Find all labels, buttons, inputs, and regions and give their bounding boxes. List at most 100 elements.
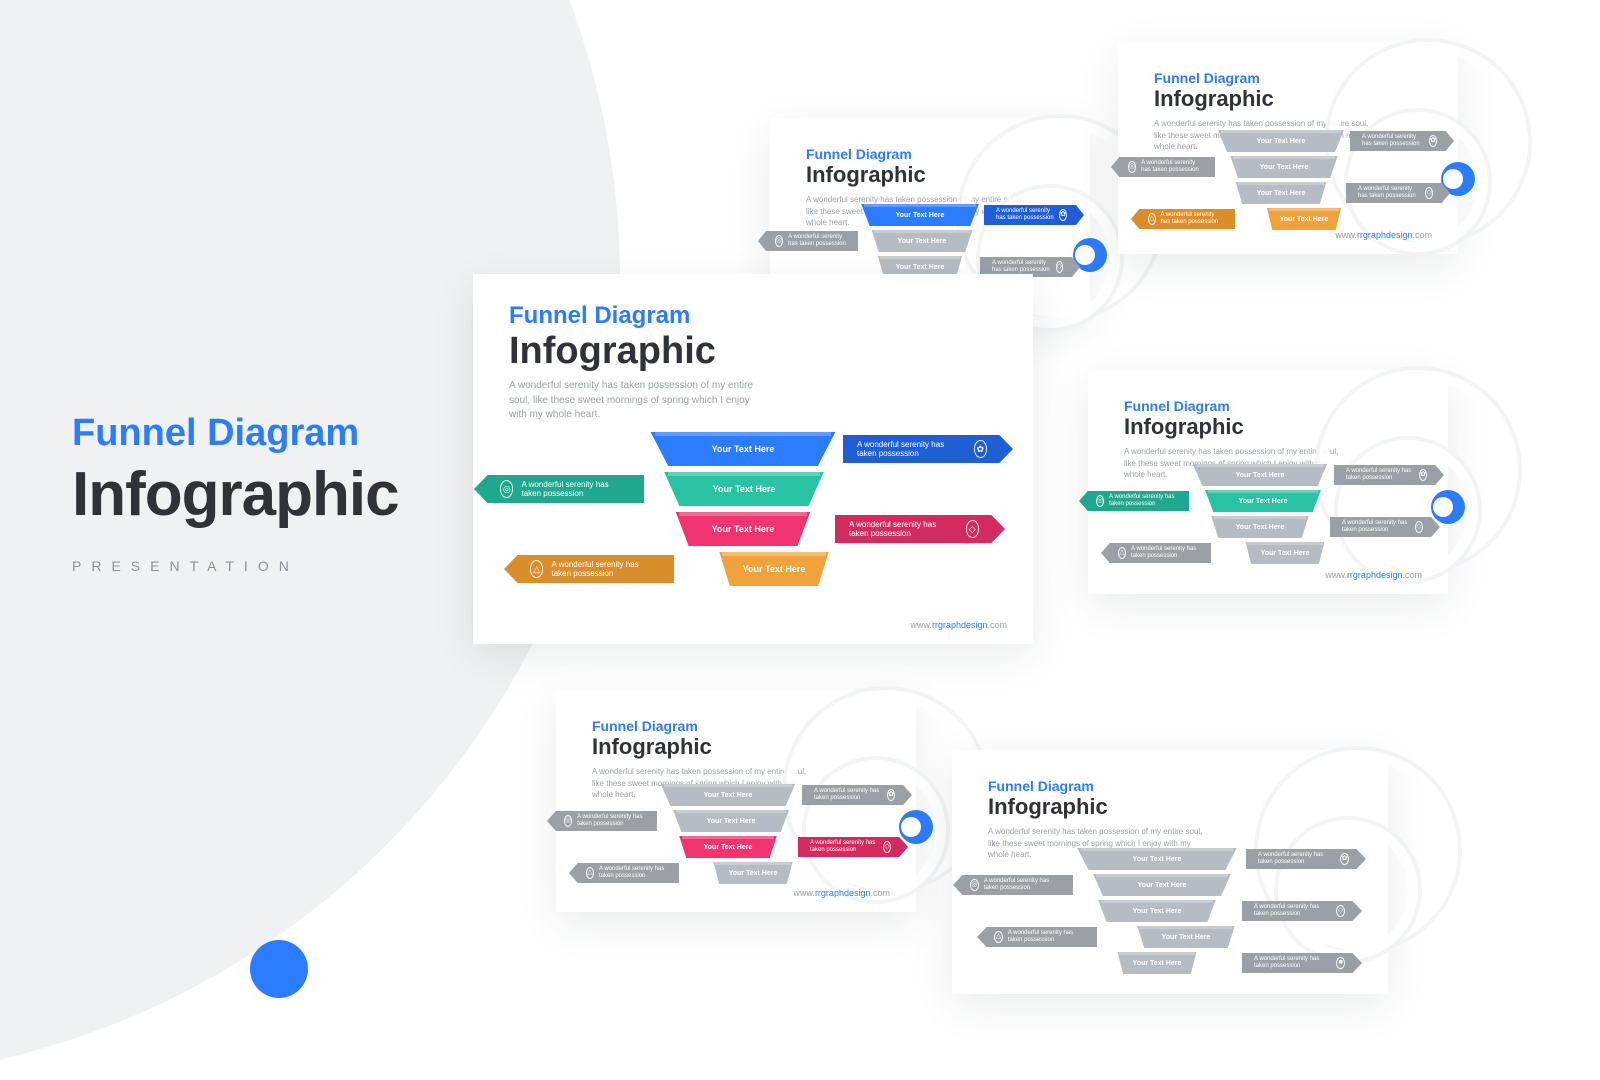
funnel-diagram: Your Text HereA wonderful serenity has t… [1206,130,1454,234]
slide-title-big: Infographic [806,162,1054,188]
callout-text: A wonderful serenity has taken possessio… [788,234,846,248]
funnel-segment: Your Text Here [862,230,982,252]
funnel-callout: A wonderful serenity has taken possessio… [984,205,1084,225]
slide-title-small: Funnel Diagram [988,778,1352,794]
flame-icon [530,560,543,578]
pin-icon [500,480,513,498]
slide-thumb-3: Funnel Diagram Infographic A wonderful s… [1088,370,1448,594]
funnel-callout: A wonderful serenity has taken possessio… [569,863,679,883]
funnel-segment: Your Text Here [633,432,853,466]
funnel-row: Your Text HereA wonderful serenity has t… [1206,130,1454,152]
slide-title-small: Funnel Diagram [1124,398,1412,414]
slide-title-big: Infographic [1154,86,1422,112]
hero-line3: PRESENTATION [72,558,399,574]
gem-icon [966,520,979,538]
callout-text: A wonderful serenity has taken possessio… [1258,852,1335,866]
slide-footer: www.rrgraphdesign.com [793,888,890,898]
funnel-segment: Your Text Here [1087,900,1227,922]
slide-title-small: Funnel Diagram [592,718,880,734]
funnel-callout: A wonderful serenity has taken possessio… [953,875,1073,895]
footer-brand: rrgraphdesign [815,888,871,898]
funnel-segment: Your Text Here [1220,156,1348,178]
footer-w2: .com [1402,570,1422,580]
funnel-callout: A wonderful serenity has taken possessio… [1242,953,1362,973]
callout-text: A wonderful serenity has taken possessio… [996,208,1054,222]
callout-text: A wonderful serenity has taken possessio… [849,520,958,538]
callout-text: A wonderful serenity has taken possessio… [810,840,878,854]
footer-w2: .com [870,888,890,898]
pin-icon [1096,495,1104,507]
leaf-icon [974,440,987,458]
funnel-callout: A wonderful serenity has taken possessio… [1350,131,1454,151]
footer-w1: www. [910,620,932,630]
funnel-segment: Your Text Here [1110,952,1204,974]
funnel-row: A wonderful serenity has taken possessio… [977,926,1366,948]
funnel-row: A wonderful serenity has taken possessio… [1079,490,1444,512]
callout-text: A wonderful serenity has taken possessio… [1254,956,1331,970]
funnel-row: Your Text Here A wonderful serenity has t… [633,512,1013,546]
slide-footer: www.rrgraphdesign.com [1325,570,1422,580]
funnel-segment: Your Text Here [1194,490,1332,512]
funnel-row: A wonderful serenity has taken possessio… [569,862,912,884]
leaf-icon [1059,209,1067,221]
callout-text: A wonderful serenity has taken possessio… [1254,904,1331,918]
callout-text: A wonderful serenity has taken possessio… [521,480,630,498]
funnel-segment: Your Text Here [1080,874,1244,896]
slide-title-small: Funnel Diagram [509,302,997,330]
funnel-row: Your Text Here A wonderful serenity has t… [850,204,1084,226]
leaf-icon [887,789,895,801]
callout-text: A wonderful serenity has taken possessio… [577,814,645,828]
callout-text: A wonderful serenity has taken possessio… [1008,930,1085,944]
funnel-callout: A wonderful serenity has taken possessio… [1334,465,1444,485]
funnel-segment: Your Text Here [850,204,990,226]
funnel-segment: Your Text Here [706,862,800,884]
gem-icon [883,841,891,853]
slide-thumb-2: Funnel Diagram Infographic A wonderful s… [1118,42,1458,254]
funnel-row: Your Text HereA wonderful serenity has t… [648,784,912,806]
slide-title-small: Funnel Diagram [806,146,1054,162]
slide-thumb-5: Funnel Diagram Infographic A wonderful s… [952,750,1388,994]
funnel-callout: A wonderful serenity has taken possessio… [547,811,657,831]
footer-w2: .com [1412,230,1432,240]
accent-dot [250,940,308,998]
slide-main: Funnel Diagram Infographic A wonderful s… [473,274,1033,644]
flame-icon [994,931,1003,943]
funnel-callout: A wonderful serenity has taken possessio… [1346,183,1450,203]
funnel-callout: A wonderful serenity has taken possessio… [798,837,908,857]
flame-icon [1148,213,1156,225]
lock-icon [1336,957,1345,969]
funnel-row: A wonderful serenity has taken possessio… [758,230,1084,252]
callout-text: A wonderful serenity has taken possessio… [1358,186,1420,200]
callout-text: A wonderful serenity has taken possessio… [1161,212,1223,226]
funnel-diagram: Your Text Here A wonderful serenity has t… [633,432,1013,592]
footer-brand: rrgraphdesign [1357,230,1413,240]
funnel-callout: A wonderful serenity has taken possessio… [1242,901,1362,921]
funnel-row: A wonderful serenity has taken possessio… [547,810,912,832]
funnel-segment: Your Text Here [1238,542,1332,564]
funnel-callout: A wonderful serenity has taken possessio… [758,231,858,251]
footer-w2: .com [987,620,1007,630]
footer-w1: www. [793,888,815,898]
funnel-segment: Your Text Here [663,512,823,546]
slide-thumb-4: Funnel Diagram Infographic A wonderful s… [556,690,916,912]
footer-w1: www. [1325,570,1347,580]
callout-text: A wonderful serenity has taken possessio… [1131,546,1199,560]
funnel-row: Your Text Here A wonderful serenity has t… [1062,900,1366,922]
funnel-row: A wonderful serenity has taken possessio… [474,472,1013,506]
callout-text: A wonderful serenity has taken possessio… [992,260,1051,274]
funnel-segment: Your Text Here [649,472,839,506]
flame-icon [586,867,594,879]
funnel-row: Your Text HereA wonderful serenity has t… [1180,516,1444,538]
slide-title-big: Infographic [1124,414,1412,440]
pin-icon [775,235,783,247]
funnel-segment: Your Text Here [1206,130,1356,152]
footer-w1: www. [1335,230,1357,240]
funnel-segment: Your Text Here [1260,208,1348,230]
funnel-row: A wonderful serenity has taken possessio… [1101,542,1444,564]
gem-icon [1056,261,1063,273]
slide-title-small: Funnel Diagram [1154,70,1422,86]
funnel-callout: A wonderful serenity has taken possessio… [835,515,1005,543]
funnel-row: Your Text HereA wonderful serenity has t… [1180,464,1444,486]
hero-title-block: Funnel Diagram Infographic PRESENTATION [72,412,399,574]
gem-icon [1336,905,1345,917]
